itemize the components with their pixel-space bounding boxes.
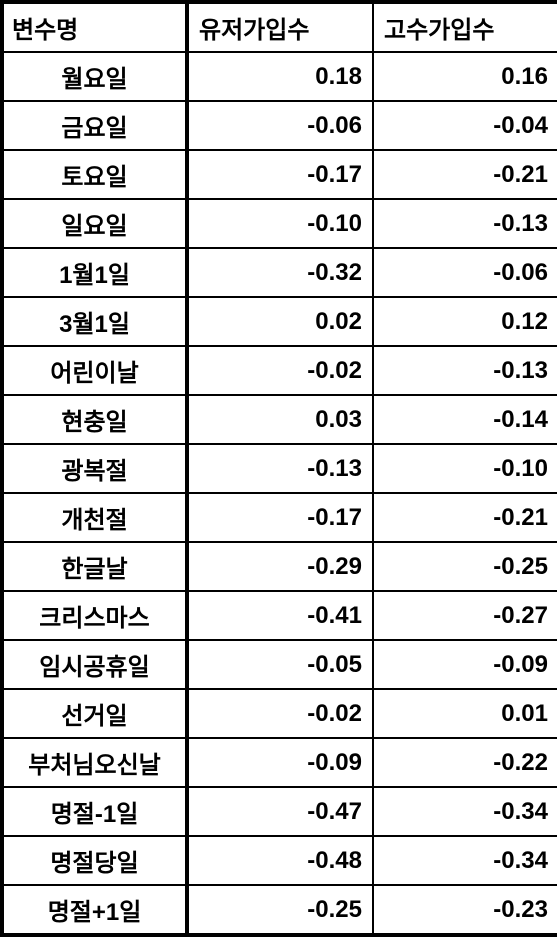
row-variable-name: 부처님오신날 (2, 738, 187, 787)
table-row: 토요일-0.17-0.21 (2, 150, 557, 199)
row-gosu-value: -0.21 (373, 150, 557, 199)
table-row: 일요일-0.10-0.13 (2, 199, 557, 248)
row-user-value: -0.06 (187, 101, 373, 150)
table-row: 부처님오신날-0.09-0.22 (2, 738, 557, 787)
row-gosu-value: -0.34 (373, 787, 557, 836)
row-variable-name: 어린이날 (2, 346, 187, 395)
row-gosu-value: -0.04 (373, 101, 557, 150)
row-user-value: 0.02 (187, 297, 373, 346)
table-row: 선거일-0.020.01 (2, 689, 557, 738)
row-gosu-value: -0.27 (373, 591, 557, 640)
row-variable-name: 일요일 (2, 199, 187, 248)
table-row: 한글날-0.29-0.25 (2, 542, 557, 591)
table-row: 크리스마스-0.41-0.27 (2, 591, 557, 640)
row-gosu-value: 0.12 (373, 297, 557, 346)
table-body: 월요일0.180.16금요일-0.06-0.04토요일-0.17-0.21일요일… (2, 52, 557, 935)
row-variable-name: 임시공휴일 (2, 640, 187, 689)
table-row: 임시공휴일-0.05-0.09 (2, 640, 557, 689)
coefficients-table: 변수명 유저가입수 고수가입수 월요일0.180.16금요일-0.06-0.04… (0, 0, 557, 937)
header-variable-name: 변수명 (2, 2, 187, 52)
table-row: 명절당일-0.48-0.34 (2, 836, 557, 885)
table-row: 1월1일-0.32-0.06 (2, 248, 557, 297)
row-gosu-value: -0.13 (373, 199, 557, 248)
table-row: 명절+1일-0.25-0.23 (2, 885, 557, 935)
table-header-row: 변수명 유저가입수 고수가입수 (2, 2, 557, 52)
row-user-value: -0.05 (187, 640, 373, 689)
row-gosu-value: -0.14 (373, 395, 557, 444)
table-row: 현충일0.03-0.14 (2, 395, 557, 444)
row-gosu-value: -0.22 (373, 738, 557, 787)
row-gosu-value: -0.06 (373, 248, 557, 297)
row-variable-name: 명절+1일 (2, 885, 187, 935)
row-variable-name: 명절-1일 (2, 787, 187, 836)
row-variable-name: 명절당일 (2, 836, 187, 885)
header-user-signups: 유저가입수 (187, 2, 373, 52)
row-gosu-value: -0.21 (373, 493, 557, 542)
row-user-value: -0.02 (187, 346, 373, 395)
row-gosu-value: -0.25 (373, 542, 557, 591)
row-variable-name: 월요일 (2, 52, 187, 101)
row-user-value: -0.48 (187, 836, 373, 885)
row-user-value: -0.17 (187, 150, 373, 199)
row-variable-name: 토요일 (2, 150, 187, 199)
row-user-value: -0.41 (187, 591, 373, 640)
row-variable-name: 3월1일 (2, 297, 187, 346)
row-user-value: 0.18 (187, 52, 373, 101)
row-user-value: -0.02 (187, 689, 373, 738)
row-gosu-value: 0.01 (373, 689, 557, 738)
row-variable-name: 크리스마스 (2, 591, 187, 640)
table-row: 금요일-0.06-0.04 (2, 101, 557, 150)
row-user-value: -0.32 (187, 248, 373, 297)
row-gosu-value: -0.23 (373, 885, 557, 935)
row-gosu-value: 0.16 (373, 52, 557, 101)
row-gosu-value: -0.09 (373, 640, 557, 689)
row-user-value: -0.13 (187, 444, 373, 493)
table-row: 명절-1일-0.47-0.34 (2, 787, 557, 836)
row-gosu-value: -0.13 (373, 346, 557, 395)
row-user-value: -0.17 (187, 493, 373, 542)
table-row: 개천절-0.17-0.21 (2, 493, 557, 542)
table-row: 광복절-0.13-0.10 (2, 444, 557, 493)
row-variable-name: 현충일 (2, 395, 187, 444)
table-row: 월요일0.180.16 (2, 52, 557, 101)
row-user-value: -0.29 (187, 542, 373, 591)
row-user-value: -0.25 (187, 885, 373, 935)
row-variable-name: 1월1일 (2, 248, 187, 297)
row-variable-name: 금요일 (2, 101, 187, 150)
header-gosu-signups: 고수가입수 (373, 2, 557, 52)
row-user-value: -0.47 (187, 787, 373, 836)
row-variable-name: 개천절 (2, 493, 187, 542)
table-row: 어린이날-0.02-0.13 (2, 346, 557, 395)
row-gosu-value: -0.10 (373, 444, 557, 493)
row-user-value: 0.03 (187, 395, 373, 444)
table-row: 3월1일0.020.12 (2, 297, 557, 346)
row-variable-name: 선거일 (2, 689, 187, 738)
row-variable-name: 한글날 (2, 542, 187, 591)
row-variable-name: 광복절 (2, 444, 187, 493)
row-gosu-value: -0.34 (373, 836, 557, 885)
row-user-value: -0.10 (187, 199, 373, 248)
row-user-value: -0.09 (187, 738, 373, 787)
